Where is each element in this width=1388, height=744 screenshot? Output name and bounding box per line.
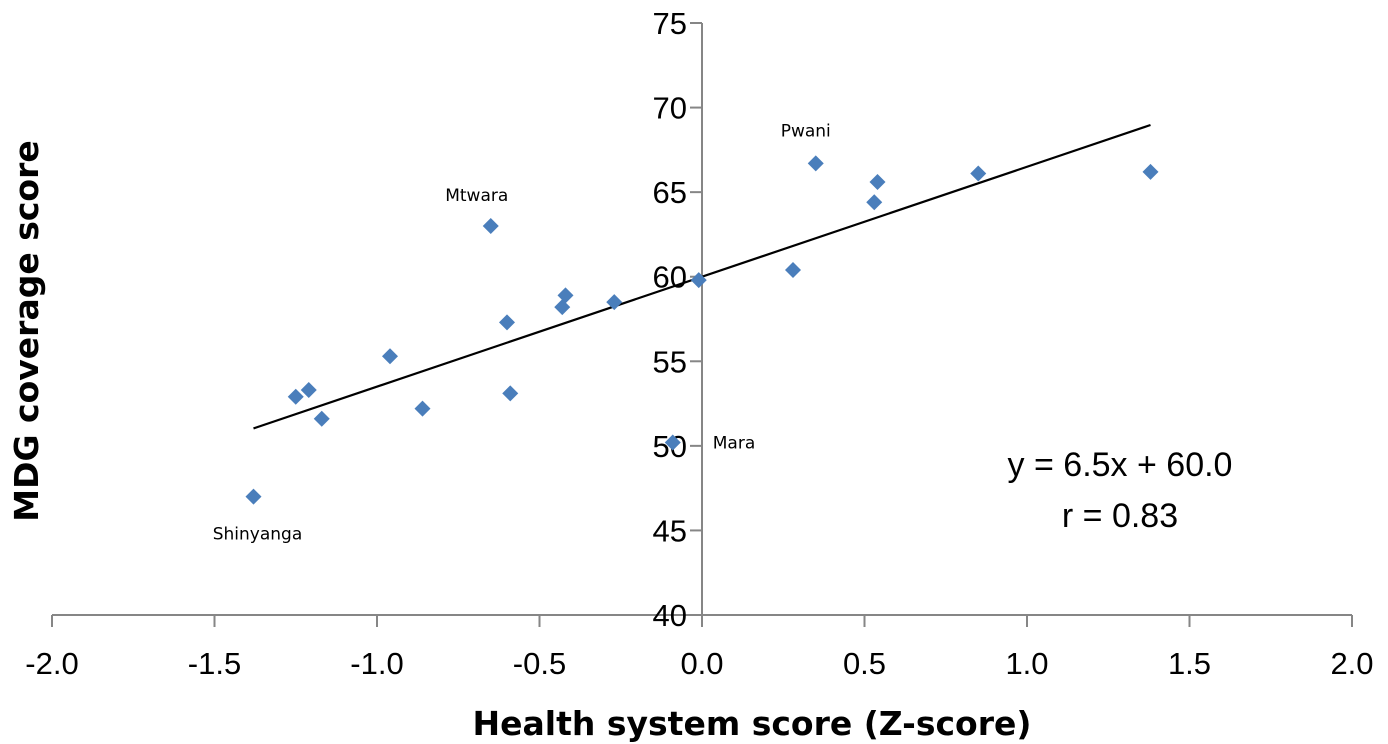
y-tick-label: 75: [653, 6, 687, 41]
data-point: [314, 411, 330, 427]
point-label: Mtwara: [445, 186, 508, 206]
axes: -2.0-1.5-1.0-0.50.00.51.01.52.0404550556…: [25, 6, 1373, 681]
data-point: [382, 348, 398, 364]
data-point: [301, 382, 317, 398]
regression-equation: y = 6.5x + 60.0 r = 0.83: [1008, 446, 1233, 535]
x-tick-label: 1.5: [1168, 646, 1211, 681]
x-tick-label: 1.0: [1005, 646, 1048, 681]
data-point: [870, 174, 886, 190]
data-point: [785, 262, 801, 278]
point-label: Shinyanga: [213, 525, 303, 545]
data-point: [288, 389, 304, 405]
x-tick-label: -0.5: [513, 646, 566, 681]
x-tick-label: -2.0: [25, 646, 78, 681]
data-point: [502, 385, 518, 401]
y-tick-label: 65: [653, 175, 687, 210]
y-tick-label: 40: [653, 598, 687, 633]
x-tick-label: 0.5: [843, 646, 886, 681]
data-point: [499, 314, 515, 330]
data-point: [415, 401, 431, 417]
point-labels: Shinyanga Mtwara Mara Pwani: [213, 121, 831, 544]
correlation-text: r = 0.83: [1062, 497, 1178, 535]
data-point: [691, 272, 707, 288]
data-point: [1143, 164, 1159, 180]
data-point: [246, 489, 262, 505]
data-point: [970, 166, 986, 182]
x-tick-label: 2.0: [1330, 646, 1373, 681]
y-axis-title: MDG coverage score: [7, 140, 46, 522]
data-point: [558, 287, 574, 303]
data-point: [866, 194, 882, 210]
point-label: Pwani: [781, 121, 831, 141]
y-tick-label: 70: [653, 91, 687, 126]
y-tick-label: 55: [653, 344, 687, 379]
y-tick-label: 60: [653, 260, 687, 295]
x-tick-label: -1.5: [188, 646, 241, 681]
data-point: [808, 155, 824, 171]
x-tick-label: 0.0: [680, 646, 723, 681]
y-tick-label: 45: [653, 513, 687, 548]
point-label: Mara: [713, 433, 756, 453]
data-point: [483, 218, 499, 234]
equation-text: y = 6.5x + 60.0: [1008, 446, 1233, 484]
x-tick-label: -1.0: [350, 646, 403, 681]
x-axis-title: Health system score (Z-score): [473, 704, 1032, 743]
data-point: [554, 299, 570, 315]
